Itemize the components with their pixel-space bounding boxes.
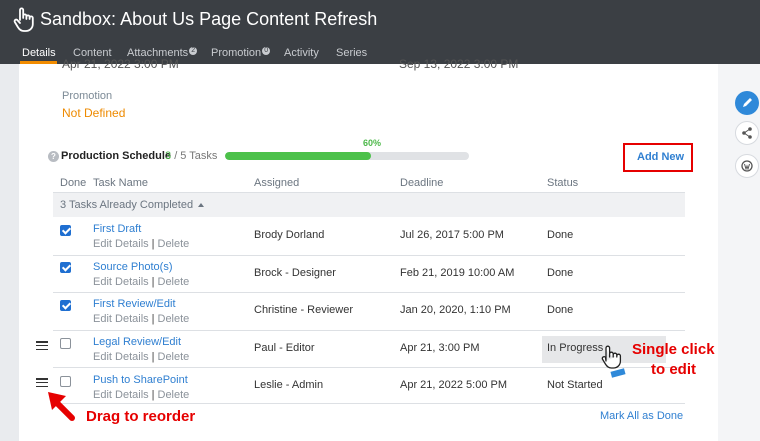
col-header-status[interactable]: Status <box>547 177 579 189</box>
col-header-assigned[interactable]: Assigned <box>254 177 300 189</box>
task-total-count: / 5 Tasks <box>174 150 218 162</box>
task-actions: Edit Details | Delete <box>93 238 190 250</box>
task-done-count: 3 <box>165 150 172 162</box>
promotion-label: Promotion <box>62 90 113 102</box>
task-actions: Edit Details | Delete <box>93 389 190 401</box>
task-status[interactable]: Done <box>547 229 574 241</box>
task-name-link[interactable]: Push to SharePoint <box>93 374 188 386</box>
tab-activity[interactable]: Activity <box>284 47 319 59</box>
edit-details-link[interactable]: Edit Details <box>93 276 149 288</box>
page-title: Sandbox: About Us Page Content Refresh <box>40 9 378 29</box>
tab-attachments-badge: 2 <box>189 47 198 55</box>
right-action-bar <box>718 64 760 441</box>
drag-handle-icon[interactable] <box>36 378 48 388</box>
task-deadline: Apr 21, 2022 5:00 PM <box>400 379 508 391</box>
task-status[interactable]: Not Started <box>547 379 603 391</box>
task-actions: Edit Details | Delete <box>93 313 190 325</box>
row-divider <box>53 330 685 331</box>
progress-bar <box>225 152 469 160</box>
header-divider <box>53 192 685 193</box>
edit-details-link[interactable]: Edit Details <box>93 238 149 250</box>
completed-tasks-toggle-row[interactable] <box>53 193 685 217</box>
delete-link[interactable]: Delete <box>157 276 190 288</box>
details-panel: Apr 21, 2022 3:00 PM Sep 13, 2022 3:00 P… <box>19 57 718 441</box>
task-assignee: Christine - Reviewer <box>254 304 354 316</box>
task-checkbox[interactable] <box>60 262 71 273</box>
tab-details[interactable]: Details <box>22 47 56 59</box>
progress-bar-fill <box>225 152 372 160</box>
tab-promotion-badge: 0 <box>262 47 271 55</box>
col-header-deadline[interactable]: Deadline <box>400 177 444 189</box>
row-divider <box>53 403 685 404</box>
task-count: 3 / 5 Tasks <box>165 150 217 162</box>
col-header-done: Done <box>60 177 87 189</box>
annotation-single-click: Single click <box>632 341 715 358</box>
task-name-link[interactable]: First Review/Edit <box>93 298 176 310</box>
share-icon[interactable] <box>735 121 759 145</box>
annotation-to-edit: to edit <box>651 361 696 378</box>
task-status[interactable]: Done <box>547 304 574 316</box>
add-new-highlight-box <box>623 143 693 172</box>
task-status[interactable]: Done <box>547 267 574 279</box>
task-deadline: Jan 20, 2020, 1:10 PM <box>400 304 511 316</box>
delete-link[interactable]: Delete <box>157 238 190 250</box>
task-name-link[interactable]: First Draft <box>93 223 142 235</box>
row-divider <box>53 255 685 256</box>
row-divider <box>53 367 685 368</box>
end-date-value: Sep 13, 2022 3:00 PM <box>399 57 519 71</box>
start-date-value: Apr 21, 2022 3:00 PM <box>62 57 179 71</box>
row-divider <box>53 292 685 293</box>
progress-percent-label: 60% <box>363 138 382 148</box>
task-status[interactable]: In Progress <box>547 342 604 354</box>
edit-details-link[interactable]: Edit Details <box>93 389 149 401</box>
edit-details-link[interactable]: Edit Details <box>93 351 149 363</box>
help-icon[interactable]: ? <box>48 151 59 162</box>
hand-pointer-icon <box>13 7 34 32</box>
tab-attachments[interactable]: Attachments 2 <box>127 47 198 59</box>
tab-series[interactable]: Series <box>336 47 368 59</box>
production-schedule-title: Production Schedule <box>61 150 172 162</box>
edit-pencil-icon[interactable] <box>735 91 759 115</box>
task-name-link[interactable]: Source Photo(s) <box>93 261 173 273</box>
cursor-hand-icon <box>601 345 626 378</box>
annotation-drag-to-reorder: Drag to reorder <box>86 408 196 425</box>
delete-link[interactable]: Delete <box>157 389 190 401</box>
task-checkbox[interactable] <box>60 338 71 349</box>
task-actions: Edit Details | Delete <box>93 276 190 288</box>
delete-link[interactable]: Delete <box>157 351 190 363</box>
mark-all-done-link[interactable]: Mark All as Done <box>600 410 684 422</box>
add-new-button[interactable]: Add New <box>637 151 685 163</box>
wordpress-icon[interactable] <box>735 154 759 178</box>
task-deadline: Jul 26, 2017 5:00 PM <box>400 229 504 241</box>
tab-attachments-label: Attachments <box>127 47 189 59</box>
col-header-task-name[interactable]: Task Name <box>93 177 149 189</box>
completed-tasks-toggle[interactable]: 3 Tasks Already Completed <box>60 199 205 211</box>
task-checkbox[interactable] <box>60 225 71 236</box>
task-deadline: Feb 21, 2019 10:00 AM <box>400 267 515 279</box>
delete-link[interactable]: Delete <box>157 313 190 325</box>
completed-tasks-label: 3 Tasks Already Completed <box>60 199 194 211</box>
task-assignee: Brody Dorland <box>254 229 325 241</box>
task-assignee: Paul - Editor <box>254 342 315 354</box>
tab-promotion[interactable]: Promotion 0 <box>211 47 271 59</box>
task-deadline: Apr 21, 3:00 PM <box>400 342 480 354</box>
task-assignee: Brock - Designer <box>254 267 336 279</box>
promotion-value: Not Defined <box>62 106 126 120</box>
active-tab-indicator <box>20 61 57 64</box>
drag-handle-icon[interactable] <box>36 341 48 351</box>
tab-content[interactable]: Content <box>73 47 112 59</box>
tab-promotion-label: Promotion <box>211 47 262 59</box>
caret-up-icon <box>198 203 205 208</box>
edit-details-link[interactable]: Edit Details <box>93 313 149 325</box>
task-checkbox[interactable] <box>60 376 71 387</box>
red-arrow-icon <box>48 392 75 421</box>
task-assignee: Leslie - Admin <box>254 379 324 391</box>
task-actions: Edit Details | Delete <box>93 351 190 363</box>
task-name-link[interactable]: Legal Review/Edit <box>93 336 182 348</box>
task-checkbox[interactable] <box>60 300 71 311</box>
app-header: Sandbox: About Us Page Content Refresh D… <box>0 0 760 64</box>
